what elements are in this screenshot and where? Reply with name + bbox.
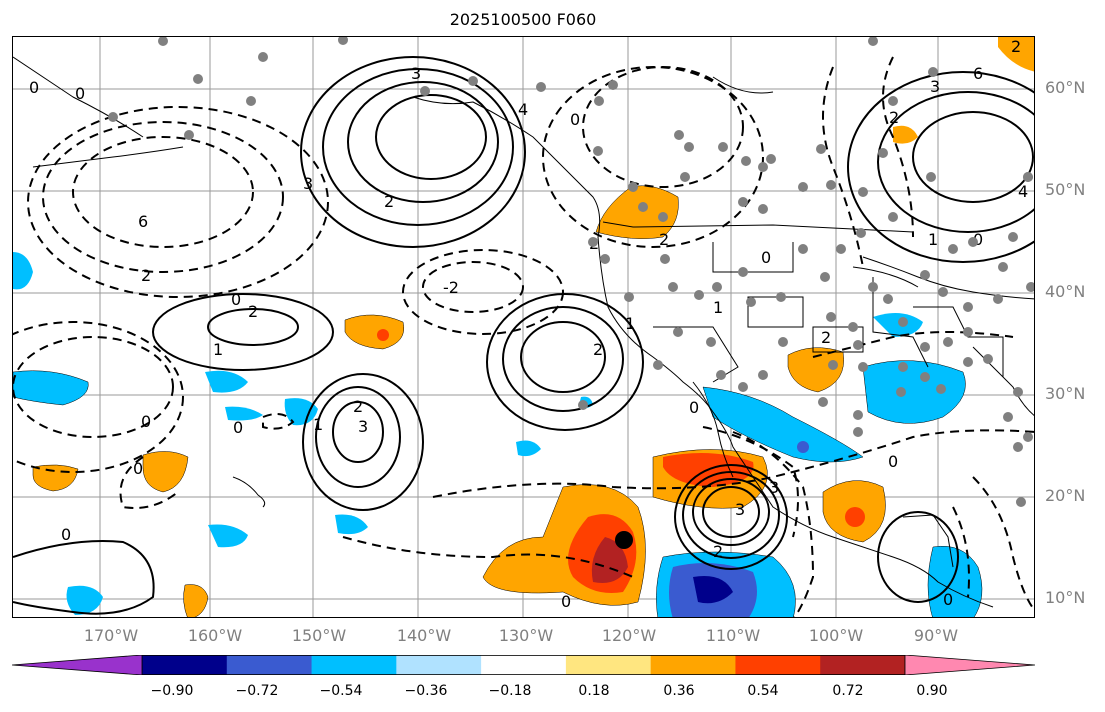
lon-label: 100°W <box>808 626 864 645</box>
colorbar-tick: 0.72 <box>832 683 864 699</box>
lon-label: 140°W <box>396 626 452 645</box>
colorbar-segment <box>311 655 397 675</box>
contour-label: 0 <box>561 592 571 611</box>
contour-label: 1 <box>928 230 938 249</box>
colorbar-segment <box>396 655 482 675</box>
contour-label: 2 <box>248 302 258 321</box>
colorbar-segment <box>565 655 652 675</box>
contour-label: 0 <box>141 412 151 431</box>
contour-label: 2 <box>659 230 669 249</box>
contour-label: 2 <box>1011 37 1021 56</box>
lon-label: 160°W <box>187 626 243 645</box>
contour-label: 2 <box>889 108 899 127</box>
contours <box>13 56 1034 615</box>
contour-label: 0 <box>231 290 241 309</box>
contour-label: 0 <box>943 590 953 609</box>
gridlines <box>13 37 1034 617</box>
contour-label: 0 <box>75 84 85 103</box>
contour-label: 4 <box>1018 182 1028 201</box>
contour-label: 0 <box>61 525 71 544</box>
contour-label: 2 <box>821 328 831 347</box>
dashed-contours <box>13 56 1034 617</box>
colorbar-tick: −0.54 <box>319 683 363 699</box>
contour-label: 0 <box>29 78 39 97</box>
lon-label: 110°W <box>705 626 761 645</box>
colorbar-segment <box>650 655 736 675</box>
contour-label: 2 <box>141 266 151 285</box>
contour-label: 3 <box>303 174 313 193</box>
contour-label: 2 <box>384 192 394 211</box>
contour-label: 0 <box>233 418 243 437</box>
lat-label: 50°N <box>1045 180 1086 199</box>
colorbar-segment <box>481 655 567 675</box>
contour-label: 1 <box>313 415 323 434</box>
lon-label: 120°W <box>601 626 657 645</box>
colorbar-tick: −0.72 <box>235 683 279 699</box>
lat-label: 10°N <box>1045 588 1086 607</box>
lat-label: 20°N <box>1045 486 1086 505</box>
shaded-anomalies <box>13 37 1034 617</box>
colorbar-extend-high <box>904 655 1035 675</box>
contour-label: 0 <box>570 110 580 129</box>
contour-label: 1 <box>713 298 723 317</box>
colorbar-extend-low <box>12 655 143 675</box>
lon-label: 170°W <box>83 626 139 645</box>
contour-label: 0 <box>973 230 983 249</box>
contour-label: 0 <box>689 398 699 417</box>
colorbar-segment <box>735 655 821 675</box>
colorbar-tick: −0.90 <box>150 683 194 699</box>
lat-label: 30°N <box>1045 384 1086 403</box>
contour-label: 0 <box>761 248 771 267</box>
colorbar-tick: 0.90 <box>916 683 948 699</box>
contour-label: 6 <box>138 212 148 231</box>
contour-label: 1 <box>213 340 223 359</box>
contour-label: 3 <box>358 417 368 436</box>
lon-label: 150°W <box>291 626 347 645</box>
contour-label: 3 <box>735 500 745 519</box>
contour-label: 3 <box>769 478 779 497</box>
contour-label: 2 <box>713 542 723 561</box>
storm-marker[interactable] <box>615 531 633 549</box>
contour-label: 0 <box>888 452 898 471</box>
colorbar <box>12 655 1035 675</box>
stations <box>108 37 1034 507</box>
colorbar-tick: −0.36 <box>404 683 448 699</box>
lon-label: 130°W <box>498 626 554 645</box>
lon-label: 90°W <box>913 626 959 645</box>
lat-label: 60°N <box>1045 78 1086 97</box>
map-title: 2025100500 F060 <box>449 10 597 29</box>
contour-label: 6 <box>973 64 983 83</box>
contour-label: 4 <box>518 100 528 119</box>
contour-label: 3 <box>411 64 421 83</box>
lat-label: 40°N <box>1045 282 1086 301</box>
colorbar-segment <box>820 655 906 675</box>
contour-label: -2 <box>443 278 459 297</box>
colorbar-segment <box>142 655 228 675</box>
colorbar-tick: 0.54 <box>747 683 779 699</box>
contour-label: 0 <box>133 459 143 478</box>
colorbar-tick: −0.18 <box>488 683 532 699</box>
contour-label: 2 <box>353 397 363 416</box>
colorbar-tick: 0.18 <box>578 683 610 699</box>
map-canvas: 3 4 6 2 0 1 2 2 3 2 1 0 -2 2 0 1 2 2 0 0… <box>13 37 1034 617</box>
contour-label: 1 <box>625 314 635 333</box>
contour-labels: 3 4 6 2 0 1 2 2 3 2 1 0 -2 2 0 1 2 2 0 0… <box>29 37 1028 611</box>
contour-label: 3 <box>930 77 940 96</box>
map-panel[interactable]: 3 4 6 2 0 1 2 2 3 2 1 0 -2 2 0 1 2 2 0 0… <box>12 36 1035 618</box>
colorbar-segment <box>226 655 313 675</box>
contour-label: 2 <box>593 340 603 359</box>
colorbar-tick: 0.36 <box>663 683 695 699</box>
